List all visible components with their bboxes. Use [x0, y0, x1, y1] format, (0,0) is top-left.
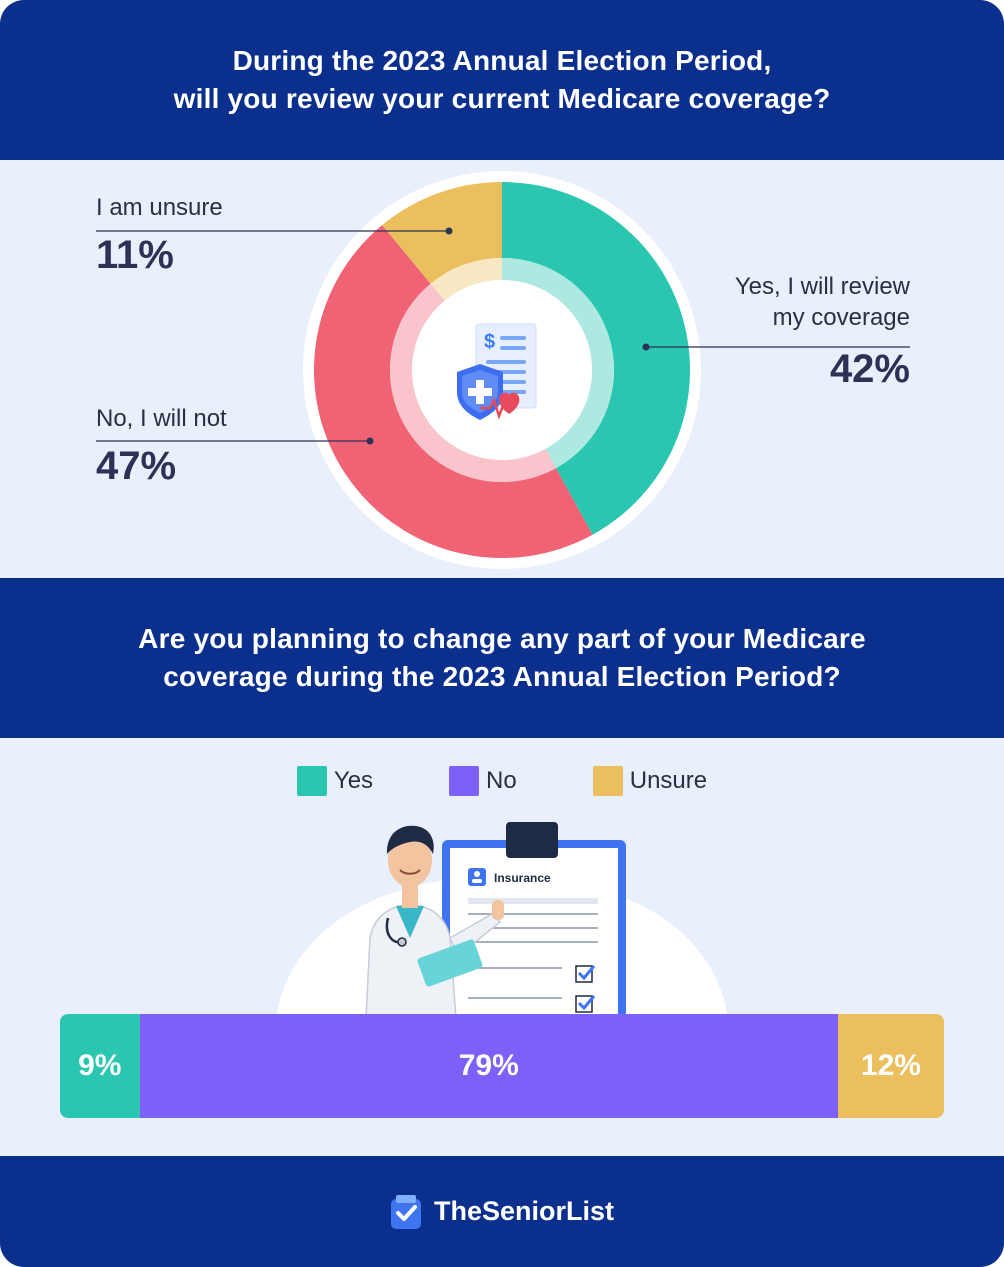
legend-swatch-unsure: [592, 766, 623, 796]
shield-cross-icon: [457, 364, 503, 420]
callout-yes-value: 42%: [829, 347, 910, 391]
checkbox-icon: [575, 965, 596, 1013]
doctor-illustration: Insurance: [276, 822, 728, 1018]
callout-no-value: 47%: [96, 444, 177, 488]
callout-no-label: No, I will not: [96, 405, 227, 432]
donut-chart: $: [303, 171, 701, 569]
legend-item-unsure: Unsure: [592, 766, 708, 796]
leader-no-dot: [366, 437, 374, 445]
legend: Yes No Unsure: [0, 766, 1004, 796]
question-2-title-line1: Are you planning to change any part of y…: [138, 623, 866, 654]
bar-label-yes: 9%: [78, 1049, 122, 1082]
legend-item-yes: Yes: [296, 766, 374, 796]
callout-no: No, I will not 47%: [96, 403, 227, 489]
brand-name: TheSeniorList: [433, 1196, 615, 1226]
donut-inner-slices: [389, 258, 615, 483]
checklist-logo-icon: [390, 1194, 421, 1229]
callout-unsure-value: 11%: [96, 233, 174, 277]
leader-unsure-dot: [445, 227, 453, 235]
question-2-header: Are you planning to change any part of y…: [0, 578, 1004, 738]
callout-unsure: I am unsure 11%: [96, 192, 223, 278]
donut-inner-slice-no: [389, 283, 556, 483]
clipboard-title: Insurance: [494, 871, 551, 885]
question-1-title-line2: will you review your current Medicare co…: [173, 83, 831, 114]
bar-segment-unsure: 12%: [837, 1014, 944, 1118]
bar-label-no: 79%: [458, 1049, 519, 1082]
legend-label-no: No: [486, 767, 517, 794]
legend-label-yes: Yes: [333, 767, 374, 794]
brand-logo: TheSeniorList: [390, 1194, 615, 1229]
legend-label-unsure: Unsure: [629, 767, 708, 794]
callout-yes-label-line1: Yes, I will review: [734, 273, 910, 300]
bar-label-unsure: 12%: [860, 1049, 921, 1082]
donut-inner-slice-yes: [502, 258, 615, 469]
bar-segment-yes: 9%: [60, 1014, 140, 1118]
question-1-header: During the 2023 Annual Election Period, …: [0, 0, 1004, 160]
donut-slice-no: [314, 225, 593, 559]
donut-slice-unsure: [382, 182, 502, 284]
callout-leaders: [96, 227, 910, 445]
donut-slices: [314, 182, 690, 559]
question-1-title-line1: During the 2023 Annual Election Period,: [232, 45, 772, 76]
question-2-title-line2: coverage during the 2023 Annual Election…: [163, 661, 841, 692]
doctor-figure: [365, 825, 504, 1018]
footer: TheSeniorList: [0, 1156, 1004, 1267]
donut-inner-slice-unsure: [430, 258, 502, 301]
clipboard-icon: Insurance: [442, 822, 626, 1018]
callout-yes-label-line2: my coverage: [772, 304, 910, 331]
legend-item-no: No: [449, 766, 517, 796]
legend-swatch-yes: [296, 766, 327, 796]
legend-swatch-no: [449, 766, 480, 796]
svg-text:$: $: [484, 331, 495, 353]
stacked-bar: 9% 79% 12%: [60, 1014, 944, 1118]
leader-yes-dot: [642, 343, 650, 351]
heart-pulse-icon: [480, 392, 520, 420]
bar-segment-no: 79%: [139, 1014, 838, 1118]
callout-yes: Yes, I will review my coverage 42%: [660, 271, 910, 392]
callout-unsure-label: I am unsure: [96, 194, 223, 221]
donut-slice-yes: [502, 182, 690, 535]
